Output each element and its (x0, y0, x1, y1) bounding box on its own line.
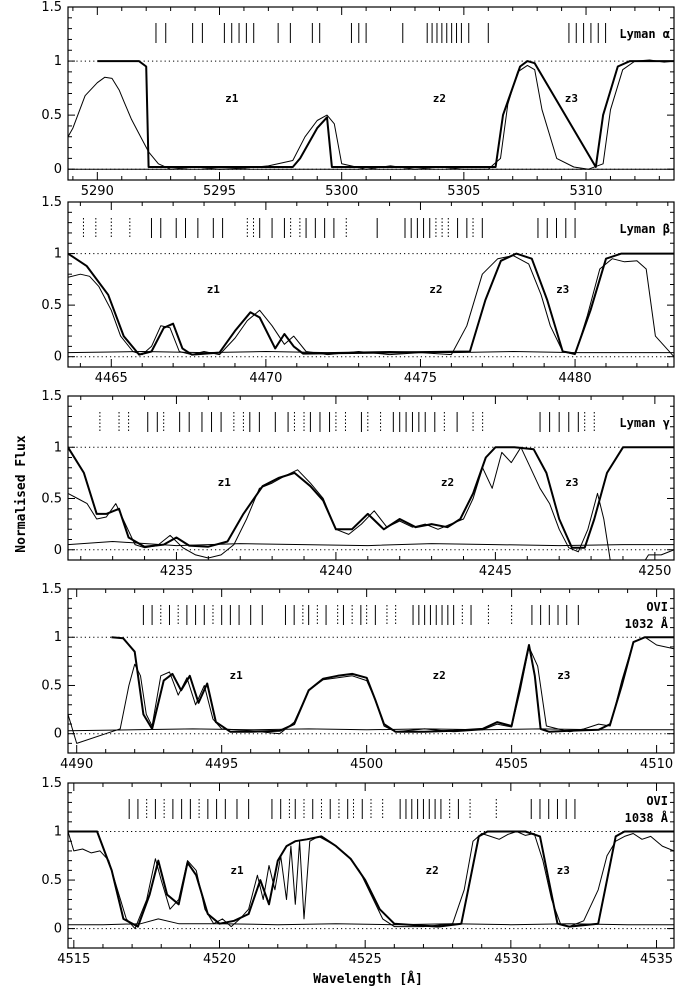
spectrum-panel-1: z1 z2 z3 Lyman α 0 0.5 1 1.5 5290 5295 5300 5305 531… (41, 0, 675, 199)
zone-label-z3: z3 (565, 476, 578, 489)
thin-series-line (68, 59, 674, 170)
x-tick-label: 4535 (640, 952, 673, 967)
zone-label-z3: z3 (557, 669, 570, 682)
thick-series-line (68, 252, 674, 356)
noise-series-line (68, 728, 674, 732)
x-tick-label: 4510 (640, 757, 673, 772)
y-tick-label: 0.5 (41, 873, 62, 888)
y-tick-label: 1.5 (41, 0, 62, 15)
y-tick-label: 0 (54, 350, 62, 365)
y-tick-label: 0 (54, 922, 62, 937)
zone-label-z2: z2 (441, 476, 454, 489)
y-tick-label: 0 (54, 162, 62, 177)
noise-series-line (68, 918, 674, 926)
thick-series-line (68, 446, 674, 549)
plot-frame (67, 588, 675, 754)
y-axis-label: Normalised Flux (14, 435, 29, 553)
zone-label-z3: z3 (556, 283, 569, 296)
noise-series-line (68, 351, 674, 354)
thin-series-line (68, 636, 674, 744)
y-tick-label: 1.5 (41, 195, 62, 210)
zone-label-z2: z2 (433, 669, 446, 682)
zone-label-z2: z2 (429, 283, 442, 296)
zone-label-z2: z2 (426, 864, 439, 877)
panel-label-line: 1038 Å (625, 810, 669, 825)
zone-label-z3: z3 (565, 92, 578, 105)
x-tick-label: 5290 (81, 184, 114, 199)
y-tick-label: 1 (54, 825, 62, 840)
x-tick-label: 4525 (349, 952, 382, 967)
panel-label: Lyman β (619, 222, 670, 236)
panel-label-line: 1032 Å (625, 616, 669, 631)
x-tick-label: 4505 (495, 757, 528, 772)
spectrum-panels: z1 z2 z3 Lyman α 0 0.5 1 1.5 5290 5295 5300 5305 531… (41, 0, 675, 967)
x-tick-label: 5295 (203, 184, 236, 199)
x-tick-label: 4490 (60, 757, 93, 772)
x-axis-label: Wavelength [Å] (313, 971, 423, 987)
x-tick-label: 4475 (404, 371, 437, 386)
thin-series-line (68, 255, 674, 358)
plot-frame (67, 201, 675, 368)
spectrum-panel-4: z1 z2 z3 OVI 1032 Å 0 0.5 1 1.5 4490 4495 4500 4505 4… (41, 582, 675, 772)
y-tick-label: 1.5 (41, 582, 62, 597)
zone-label-z2: z2 (433, 92, 446, 105)
y-tick-label: 0.5 (41, 492, 62, 507)
y-tick-label: 0.5 (41, 678, 62, 693)
x-tick-label: 5310 (569, 184, 602, 199)
y-tick-label: 0 (54, 543, 62, 558)
thin-series-line (68, 831, 674, 930)
spectrum-panel-2: z1 z2 z3 Lyman β 0 0.5 1 1.5 4465 4470 4475 4480 (41, 195, 675, 386)
y-tick-label: 1.5 (41, 389, 62, 404)
plot-frame (67, 782, 675, 949)
panel-label: Lyman γ (619, 416, 670, 430)
x-tick-label: 4500 (350, 757, 383, 772)
plot-frame (67, 395, 675, 561)
y-tick-label: 1 (54, 247, 62, 262)
x-tick-label: 4245 (479, 564, 512, 579)
y-tick-label: 0.5 (41, 108, 62, 123)
x-tick-label: 4530 (494, 952, 527, 967)
y-tick-label: 1.5 (41, 776, 62, 791)
zone-label-z1: z1 (225, 92, 239, 105)
x-tick-label: 5305 (447, 184, 480, 199)
x-tick-label: 4520 (203, 952, 236, 967)
zone-label-z1: z1 (230, 864, 244, 877)
panel-label-line: OVI (646, 600, 668, 614)
x-tick-label: 4240 (319, 564, 352, 579)
y-tick-label: 0 (54, 727, 62, 742)
x-tick-label: 4480 (559, 371, 592, 386)
noise-series-line (68, 541, 674, 547)
thick-series-line (97, 60, 674, 168)
y-tick-label: 1 (54, 630, 62, 645)
x-tick-label: 4470 (249, 371, 282, 386)
panel-label-line: OVI (646, 794, 668, 808)
zone-label-z1: z1 (218, 476, 232, 489)
x-tick-label: 5300 (325, 184, 358, 199)
y-tick-label: 1 (54, 54, 62, 69)
x-tick-label: 4515 (57, 952, 90, 967)
zone-label-z3: z3 (557, 864, 570, 877)
thick-series-line (111, 636, 674, 733)
zone-label-z1: z1 (207, 283, 221, 296)
spectrum-panel-3: z1 z2 z3 Lyman γ 0 0.5 1 1.5 4235 4240 4245 4250 (41, 389, 675, 579)
x-tick-label: 4250 (638, 564, 671, 579)
x-tick-label: 4465 (95, 371, 128, 386)
x-tick-label: 4235 (160, 564, 193, 579)
y-tick-label: 0.5 (41, 298, 62, 313)
thin-series-line (68, 446, 674, 560)
panel-label: Lyman α (619, 27, 670, 41)
spectrum-panel-5: z1 z2 z3 OVI 1038 Å 0 0.5 1 1.5 4515 4520 4525 4530 4… (41, 776, 675, 967)
zone-label-z1: z1 (230, 669, 244, 682)
thick-series-line (68, 830, 674, 928)
y-tick-label: 1 (54, 440, 62, 455)
x-tick-label: 4495 (205, 757, 238, 772)
